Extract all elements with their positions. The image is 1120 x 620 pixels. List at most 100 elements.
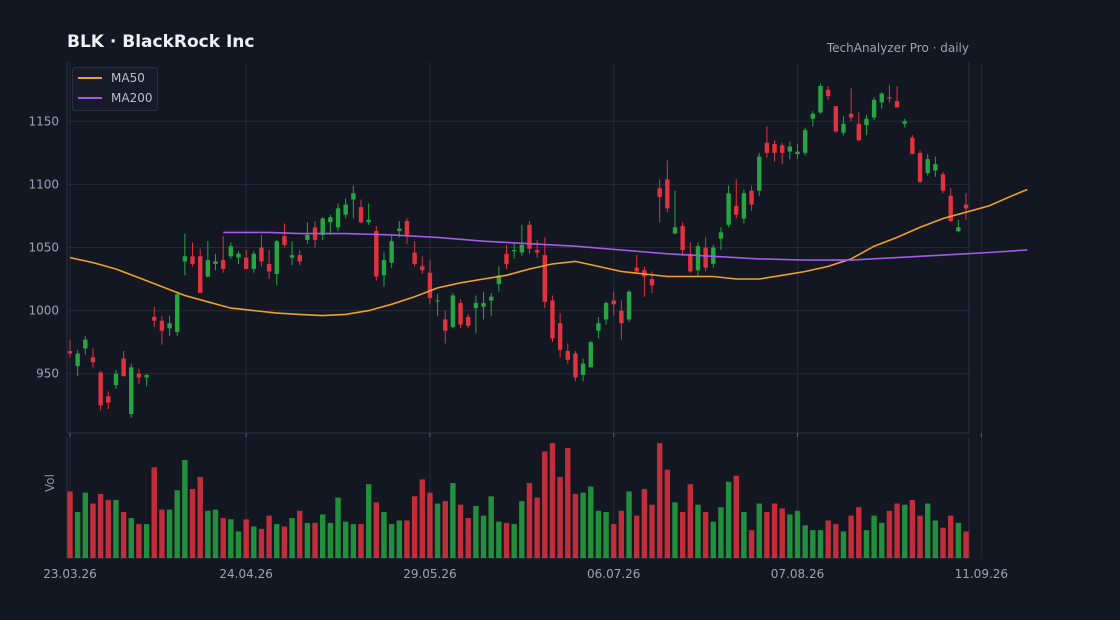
candle-body xyxy=(649,279,655,286)
candle-body xyxy=(780,145,785,153)
volume-bar xyxy=(166,509,173,558)
volume-bar xyxy=(649,504,655,558)
volume-bar xyxy=(465,518,471,558)
candle-body xyxy=(450,295,456,327)
volume-bar xyxy=(817,530,824,558)
candle-body xyxy=(887,97,892,99)
volume-bar xyxy=(856,507,862,558)
volume-bar xyxy=(725,481,732,558)
candle-body xyxy=(282,236,287,245)
candle-body xyxy=(381,260,387,276)
candle-body xyxy=(328,217,333,223)
candle-body xyxy=(910,137,915,155)
candle-body xyxy=(274,241,279,274)
volume-bar xyxy=(634,515,640,558)
volume-bar xyxy=(174,490,180,558)
candle-body xyxy=(802,130,808,153)
candle-body xyxy=(427,272,433,298)
volume-bar xyxy=(266,515,272,558)
candle-body xyxy=(741,193,747,219)
volume-bar xyxy=(297,510,303,558)
volume-bar xyxy=(902,504,908,558)
volume-bar xyxy=(871,515,877,558)
volume-bar xyxy=(840,531,847,558)
candle-body xyxy=(305,234,310,240)
volume-bar xyxy=(457,504,464,558)
volume-bar xyxy=(511,524,517,558)
x-tick-label: 11.09.26 xyxy=(955,567,1008,581)
candle-body xyxy=(136,373,142,378)
volume-bar xyxy=(434,503,441,558)
volume-bar xyxy=(702,512,709,558)
candle-body xyxy=(603,303,609,320)
candle-body xyxy=(420,266,425,271)
volume-bar xyxy=(243,519,249,558)
volume-bar xyxy=(304,522,311,558)
candle-body xyxy=(795,151,800,155)
candle-body xyxy=(619,310,624,324)
candle-body xyxy=(917,152,923,182)
candle-body xyxy=(481,303,486,307)
candle-body xyxy=(236,253,241,258)
volume-bar xyxy=(67,491,73,558)
candle-body xyxy=(374,231,379,277)
candle-body xyxy=(175,294,180,333)
candle-body xyxy=(565,350,570,360)
ma50-line xyxy=(69,188,1028,317)
candle-body xyxy=(833,106,839,132)
candle-body xyxy=(864,118,869,126)
volume-bar xyxy=(641,489,648,558)
candle-body xyxy=(190,256,195,264)
candle-body xyxy=(488,296,494,301)
volume-bar xyxy=(925,503,931,558)
candle-body xyxy=(159,320,165,331)
volume-bar xyxy=(542,451,548,558)
volume-bar xyxy=(549,443,556,558)
volume-bar xyxy=(212,509,219,558)
candle-body xyxy=(289,255,295,258)
volume-bar xyxy=(718,507,724,558)
y-tick-label: 1050 xyxy=(28,241,59,255)
volume-bar xyxy=(235,531,242,558)
volume-bar xyxy=(565,447,571,558)
volume-bar xyxy=(320,514,326,558)
volume-bar xyxy=(526,482,533,558)
volume-bar xyxy=(503,522,510,558)
volume-bar xyxy=(411,496,418,558)
volume-bar xyxy=(603,512,609,558)
volume-bar xyxy=(611,524,617,558)
volume-bar xyxy=(365,484,372,558)
candle-body xyxy=(542,255,548,302)
candle-body xyxy=(129,367,134,415)
volume-bar xyxy=(373,502,380,558)
x-tick-label: 07.08.26 xyxy=(771,567,824,581)
volume-axis-label: Vol xyxy=(43,474,57,492)
volume-bar xyxy=(113,499,119,558)
candle-body xyxy=(228,246,234,257)
candle-body xyxy=(810,113,816,119)
candle-body xyxy=(320,218,325,235)
volume-bar xyxy=(404,520,410,558)
candle-body xyxy=(167,323,172,329)
volume-bar xyxy=(519,501,525,558)
volume-bar xyxy=(90,503,96,558)
volume-bar xyxy=(794,510,801,558)
candle-body xyxy=(297,255,302,262)
volume-bar xyxy=(381,512,387,558)
volume-bar xyxy=(572,493,579,558)
chart-title: BLK · BlackRock Inc xyxy=(67,32,255,52)
volume-bar xyxy=(802,525,808,558)
candle-body xyxy=(504,253,509,264)
volume-bar xyxy=(588,486,594,558)
candle-body xyxy=(113,373,119,386)
volume-bar xyxy=(189,489,196,558)
candle-body xyxy=(496,275,502,285)
legend-label-ma50: MA50 xyxy=(111,71,145,85)
y-tick-label: 950 xyxy=(36,367,59,381)
candle-body xyxy=(251,253,256,269)
volume-bar xyxy=(932,520,939,558)
volume-bar xyxy=(488,496,494,558)
candle-body xyxy=(818,85,823,113)
volume-bar xyxy=(82,492,89,558)
